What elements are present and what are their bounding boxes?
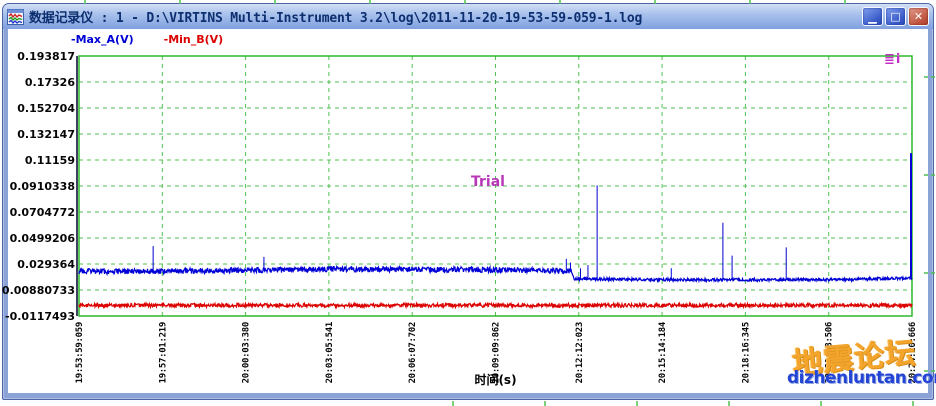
maximize-button[interactable]: □ — [885, 7, 906, 26]
close-icon: ✕ — [913, 10, 924, 23]
forum-url-watermark: dizhenluntan.com — [787, 368, 936, 388]
legend-item: -Min_B(V) — [163, 33, 224, 46]
corner-watermark: ≣i — [884, 52, 902, 67]
window-controls: ▁ □ ✕ — [862, 7, 929, 26]
waveform-app-icon[interactable] — [7, 8, 24, 25]
minimize-icon: ▁ — [868, 11, 877, 24]
maximize-icon: □ — [890, 10, 901, 23]
legend-item: -Max_A(V) — [71, 33, 134, 46]
minimize-button[interactable]: ▁ — [862, 7, 883, 26]
trial-watermark: Trial — [471, 174, 505, 190]
window-title: 数据记录仪 : 1 - D:\VIRTINS Multi-Instrument … — [29, 11, 643, 26]
titlebar[interactable]: 数据记录仪 : 1 - D:\VIRTINS Multi-Instrument … — [3, 4, 933, 29]
legend: -Max_A(V) -Min_B(V) — [71, 33, 223, 46]
close-button[interactable]: ✕ — [908, 7, 929, 26]
